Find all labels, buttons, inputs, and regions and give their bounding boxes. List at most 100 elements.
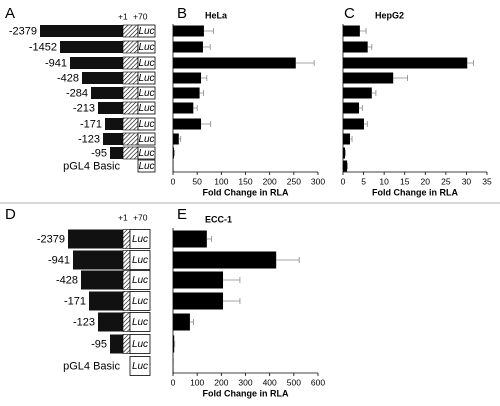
promoter [81, 270, 123, 290]
marker-label: +1 [118, 11, 128, 21]
x-tick-label: 400 [263, 377, 277, 387]
x-tick-label: 300 [238, 377, 252, 387]
error-bar [189, 319, 194, 325]
error-bar [349, 136, 353, 142]
luc-label: Luc [138, 103, 154, 114]
luc-box [137, 132, 156, 146]
luc-box [137, 24, 156, 38]
x-tick-label: 25 [441, 176, 451, 186]
bar [173, 72, 202, 84]
x-axis-label: Fold Change in RLA [203, 187, 289, 197]
luc-box [129, 291, 151, 311]
promoter [105, 118, 123, 130]
x-tick-label: 10 [379, 176, 389, 186]
chart-title: HeLa [205, 10, 228, 20]
promoter [98, 102, 123, 114]
error-bar [371, 90, 377, 96]
bar [173, 133, 179, 145]
hatch-region [122, 86, 139, 100]
construct-label: pGL4 Basic [63, 160, 120, 172]
bar [173, 87, 200, 99]
hatch-region [122, 229, 131, 249]
bar [173, 335, 175, 353]
x-tick-label: 150 [238, 176, 252, 186]
bar [343, 41, 368, 53]
promoter [82, 72, 123, 84]
x-tick-label: 30 [462, 176, 472, 186]
x-tick-label: 5 [361, 176, 366, 186]
error-bar [295, 60, 315, 66]
marker-label: +70 [133, 212, 148, 222]
hatch-region [122, 146, 139, 160]
x-tick-label: 300 [311, 176, 325, 186]
x-tick-label: 250 [287, 176, 301, 186]
panel-label: E [177, 206, 187, 223]
bar [343, 72, 394, 84]
luc-box [137, 86, 156, 100]
error-bar [367, 44, 373, 50]
error-bar [206, 236, 213, 242]
promoter [110, 147, 123, 159]
construct-label: -171 [64, 295, 86, 307]
hatch-region [122, 334, 131, 354]
bar [173, 102, 194, 114]
bar [173, 251, 277, 269]
luc-label: Luc [138, 88, 154, 99]
hatch-region [122, 117, 139, 131]
construct-label: pGL4 Basic [63, 360, 120, 372]
hatch-region [122, 132, 139, 146]
luc-label: Luc [138, 161, 154, 172]
construct-label: -2379 [37, 233, 65, 245]
bar [173, 292, 224, 310]
error-bar [467, 60, 474, 66]
construct-label: -123 [73, 316, 95, 328]
construct-label: -2379 [9, 25, 37, 37]
construct-label: -95 [91, 147, 107, 159]
panel-label: A [5, 5, 15, 22]
luc-box [129, 312, 151, 332]
x-tick-label: 100 [214, 176, 228, 186]
bar [173, 313, 190, 331]
bar [343, 147, 346, 159]
hatch-region [122, 101, 139, 115]
x-tick-label: 50 [192, 176, 202, 186]
construct-label: -171 [80, 118, 102, 130]
promoter [40, 25, 123, 37]
bar [173, 271, 224, 289]
error-bar [363, 121, 368, 127]
error-bar [359, 105, 363, 111]
x-tick-label: 0 [171, 377, 176, 387]
luc-label: Luc [138, 42, 154, 53]
luc-box [129, 356, 151, 376]
bar [343, 160, 348, 172]
chart-title: HepG2 [375, 10, 404, 20]
construct-label: -123 [78, 133, 100, 145]
error-bar [201, 121, 212, 127]
luc-label: Luc [138, 134, 154, 145]
error-bar [202, 44, 211, 50]
construct-label: -284 [66, 87, 88, 99]
luc-label: Luc [132, 275, 148, 286]
hatch-region [122, 56, 139, 70]
panel-label: C [344, 5, 355, 22]
luc-label: Luc [132, 339, 148, 350]
promoter [91, 87, 123, 99]
x-tick-label: 100 [190, 377, 204, 387]
construct-label: -95 [91, 338, 107, 350]
construct-label: -428 [56, 274, 78, 286]
bar [173, 25, 204, 37]
construct-label: -428 [57, 72, 79, 84]
error-bar [359, 28, 367, 34]
error-bar [203, 28, 214, 34]
bar [343, 25, 360, 37]
luc-label: Luc [138, 73, 154, 84]
promoter [70, 57, 123, 69]
bar [173, 57, 296, 69]
x-tick-label: 600 [311, 377, 325, 387]
luc-label: Luc [138, 26, 154, 37]
x-tick-label: 0 [341, 176, 346, 186]
bar [343, 87, 372, 99]
x-tick-label: 15 [400, 176, 410, 186]
luc-box [137, 146, 156, 160]
